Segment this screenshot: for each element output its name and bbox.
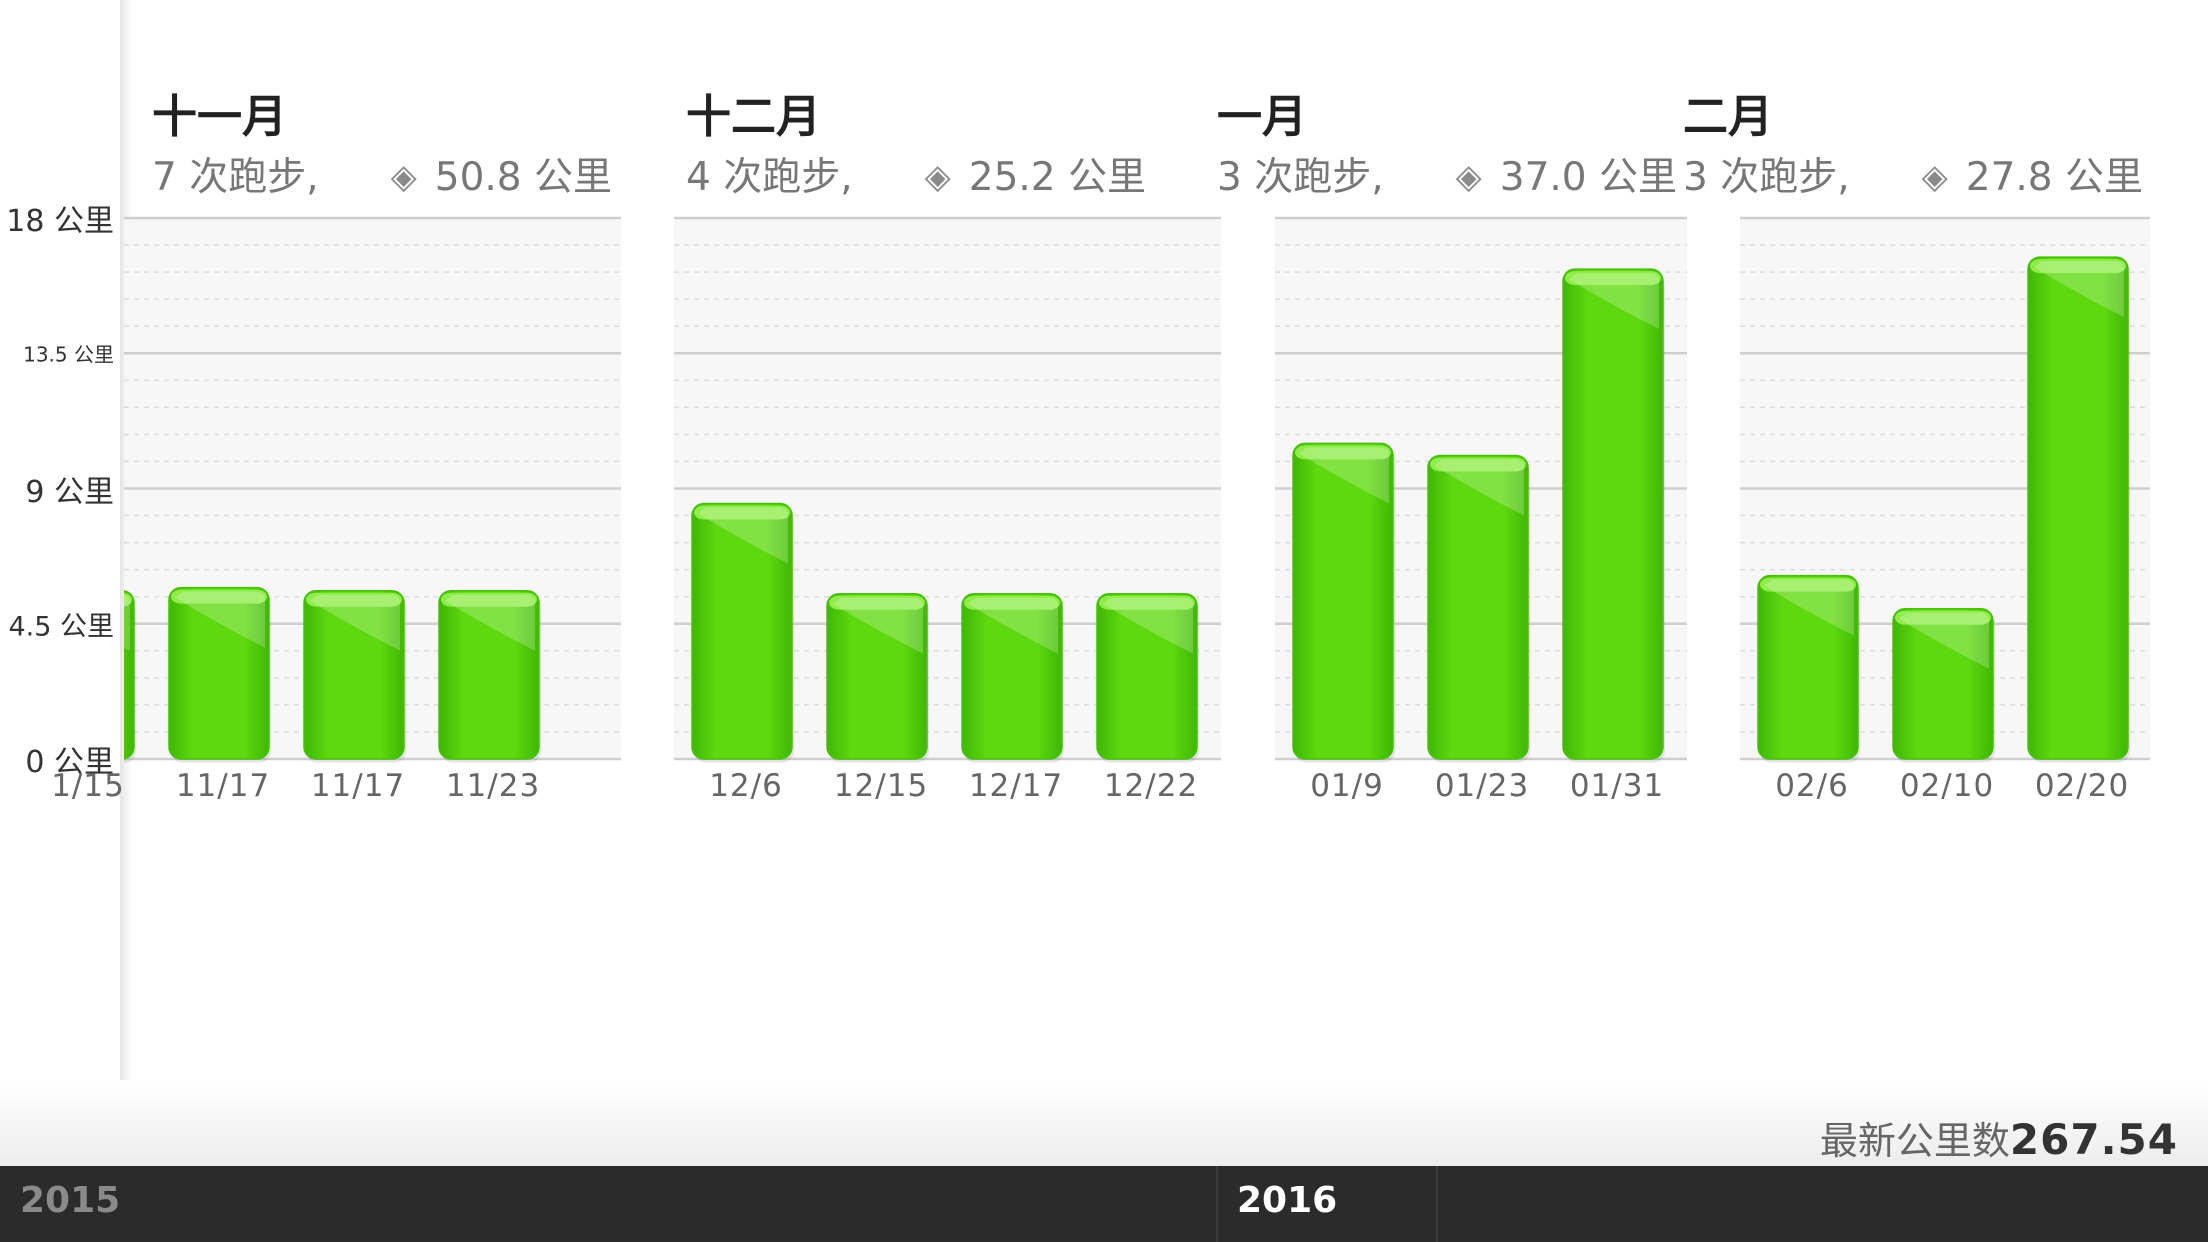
bar[interactable]: [1096, 592, 1198, 760]
bar-highlight: [1760, 577, 1856, 592]
month-summary: 3 次跑步, ◈ 27.8 公里: [1683, 146, 2143, 202]
bar[interactable]: [1562, 268, 1664, 760]
bar[interactable]: [826, 592, 928, 760]
x-tick-label: 02/6: [1775, 768, 1849, 804]
month-summary: 7 次跑步, ◈ 50.8 公里: [152, 146, 612, 202]
bar-gloss: [968, 597, 1058, 654]
bar-gloss: [1899, 612, 1989, 669]
bar[interactable]: [691, 502, 793, 760]
bar-highlight: [1099, 595, 1195, 610]
latest-distance-value: 267.54: [2009, 1115, 2178, 1164]
bar-highlight: [1895, 610, 1991, 625]
bar-gloss: [1764, 579, 1854, 636]
latest-distance: 最新公里数267.54: [1820, 1110, 2178, 1165]
bar-highlight: [964, 595, 1060, 610]
y-tick-label: 4.5 公里: [8, 611, 114, 643]
month-distance: 37.0 公里: [1499, 155, 1677, 200]
bar-gloss: [698, 507, 788, 564]
x-tick-label: 12/22: [1103, 768, 1199, 804]
bar[interactable]: [168, 586, 270, 760]
bar-gloss: [833, 597, 923, 654]
bar-highlight: [694, 505, 790, 520]
y-axis: 18 公里 13.5 公里 9 公里 4.5 公里 0 公里: [0, 0, 132, 1160]
bar-highlight: [829, 595, 925, 610]
month-title: 十一月: [152, 90, 288, 143]
latest-distance-label: 最新公里数: [1819, 1119, 2010, 1163]
year-timeline[interactable]: 2015 2016: [0, 1166, 2208, 1242]
month-distance: 50.8 公里: [434, 155, 612, 200]
month-panel: 二月 3 次跑步, ◈ 27.8 公里 02/6 02/10 02/20: [1683, 0, 2150, 820]
bar-gloss: [1299, 447, 1389, 504]
diamond-icon: ◈: [1921, 157, 1948, 197]
x-tick-label: 11/23: [445, 768, 541, 804]
bar[interactable]: [2027, 256, 2129, 760]
bar-gloss: [1103, 597, 1193, 654]
bar-gloss: [445, 594, 535, 651]
month-run-count: 7 次跑步,: [152, 155, 319, 200]
bar-highlight: [2030, 259, 2126, 274]
month-distance: 27.8 公里: [1965, 155, 2143, 200]
bar[interactable]: [1757, 574, 1859, 760]
bar-gloss: [2034, 261, 2124, 318]
bar[interactable]: [34, 590, 135, 760]
x-tick-label: 01/23: [1434, 768, 1530, 804]
month-run-count: 3 次跑步,: [1217, 155, 1384, 200]
x-tick-label: 12/6: [709, 768, 783, 804]
month-bar-chart: [124, 216, 621, 763]
bar[interactable]: [1427, 454, 1529, 760]
month-bar-chart: [674, 216, 1221, 763]
x-tick-label: 02/20: [2034, 768, 2130, 804]
x-tick-label: 01/9: [1310, 768, 1384, 804]
bar-gloss: [1569, 273, 1659, 330]
month-summary: 3 次跑步, ◈ 37.0 公里: [1217, 146, 1677, 202]
footer-fade: [0, 1080, 2208, 1170]
month-run-count: 3 次跑步,: [1683, 155, 1850, 200]
month-title: 二月: [1683, 90, 1774, 143]
bar[interactable]: [1892, 607, 1994, 760]
bar-gloss: [1434, 459, 1524, 516]
month-panel: 十一月 7 次跑步, ◈ 50.8 公里 1/15 11/17 11/17 11/23: [51, 0, 621, 820]
x-tick-label: 12/15: [833, 768, 929, 804]
bar[interactable]: [303, 589, 405, 760]
month-run-count: 4 次跑步,: [686, 155, 853, 200]
month-bar-chart: [1740, 216, 2150, 763]
x-tick-label: 11/17: [310, 768, 406, 804]
diamond-icon: ◈: [390, 157, 417, 197]
timeline-year-2015[interactable]: 2015: [20, 1180, 121, 1221]
x-tick-label: 11/17: [175, 768, 271, 804]
diamond-icon: ◈: [924, 157, 951, 197]
timeline-year-2016[interactable]: 2016: [1237, 1180, 1338, 1221]
bar-gloss: [175, 591, 265, 648]
bar-highlight: [1295, 445, 1391, 460]
month-panel: 一月 3 次跑步, ◈ 37.0 公里 01/9 01/23 01/31: [1217, 0, 1687, 820]
month-distance: 25.2 公里: [968, 155, 1146, 200]
bar-gloss: [310, 594, 400, 651]
bar[interactable]: [1292, 442, 1394, 760]
month-panel: 十二月 4 次跑步, ◈ 25.2 公里 12/6 12/15 12/17 12/22: [674, 0, 1221, 820]
x-tick-label: 1/15: [51, 768, 125, 804]
bar[interactable]: [961, 592, 1063, 760]
x-tick-label: 12/17: [968, 768, 1064, 804]
bar[interactable]: [438, 589, 540, 760]
bar-highlight: [306, 592, 402, 607]
bar-highlight: [1565, 271, 1661, 286]
bar-highlight: [171, 589, 267, 604]
x-tick-label: 01/31: [1569, 768, 1665, 804]
bar-gloss: [124, 595, 130, 651]
y-tick-label: 18 公里: [6, 204, 114, 239]
month-bar-chart: [1275, 216, 1687, 763]
month-title: 十二月: [686, 90, 822, 143]
month-title: 一月: [1217, 90, 1308, 143]
y-tick-label: 0 公里: [25, 745, 114, 780]
x-tick-label: 02/10: [1899, 768, 1995, 804]
y-tick-label: 13.5 公里: [23, 342, 114, 367]
y-tick-label: 9 公里: [25, 474, 114, 510]
month-summary: 4 次跑步, ◈ 25.2 公里: [686, 146, 1146, 202]
diamond-icon: ◈: [1455, 157, 1482, 197]
bar-highlight: [124, 592, 132, 607]
bar-highlight: [1430, 457, 1526, 472]
timeline-divider: [1436, 1166, 1438, 1242]
bar-highlight: [441, 592, 537, 607]
timeline-divider: [1216, 1166, 1218, 1242]
